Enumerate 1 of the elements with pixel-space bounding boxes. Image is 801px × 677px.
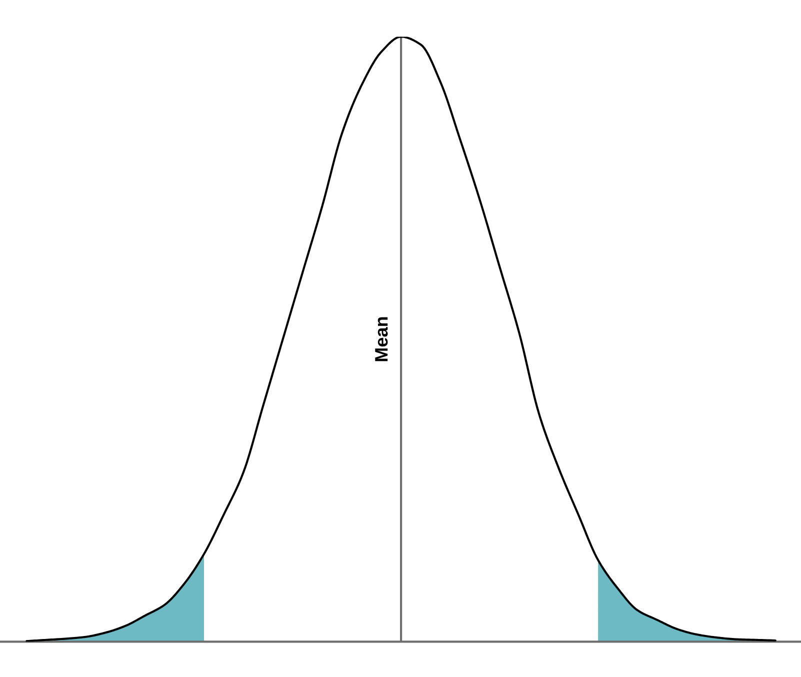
- annotation: Mean: [375, 317, 388, 362]
